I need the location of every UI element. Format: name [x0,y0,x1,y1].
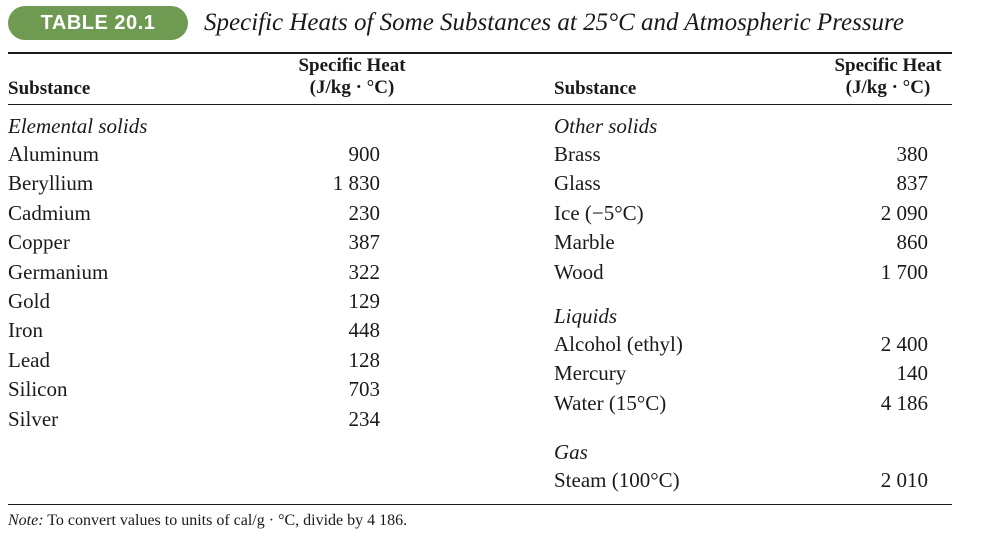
table-row: Beryllium 1 830 [8,169,398,198]
specific-heat-value: 1 700 [880,259,928,284]
substance-group: Elemental solids Aluminum 900 Beryllium 1 83… [8,112,398,434]
substance-name: Lead [8,347,50,372]
specific-heat-value: 900 [348,142,381,166]
table-row: Alcohol (ethyl) 2 400 [554,330,954,359]
substance-name: Water (15°C) [554,390,667,415]
substance-name: Glass [554,171,601,196]
table-row: Brass 380 [554,140,954,169]
substance-name: Alcohol (ethyl) [554,332,683,356]
substance-name: Cadmium [8,200,91,225]
substance-name: Aluminum [8,142,100,166]
specific-heat-value: 387 [348,230,381,255]
table-row: Copper 387 [8,228,398,257]
table-row: Cadmium 230 [8,199,398,228]
specific-heat-value: 322 [348,259,381,284]
specific-heat-value: 380 [896,142,929,166]
table-row: Ice (−5°C) 2 090 [554,199,954,228]
specific-heat-value: 140 [896,361,929,386]
bottom-rule [8,504,952,505]
substance-name: Germanium [8,259,109,284]
substance-name: Marble [554,230,615,255]
note-label: Note: [8,512,44,529]
specific-heat-header-line2: (J/kg · °C) [845,77,931,98]
table-label: TABLE 20.1 [40,11,156,34]
substance-name: Wood [554,259,604,284]
table-row: Mercury 140 [554,359,954,388]
group-label: Other solids [554,114,658,138]
substance-header: Substance [554,78,637,99]
specific-heat-header: Specific Heat (J/kg · °C) [812,55,964,99]
substance-group: Other solids Brass 380 Glass 837 Ice (−5°C) 2 … [554,112,954,287]
specific-heat-value: 128 [348,347,381,372]
substance-name: Mercury [554,361,627,386]
table-title: Specific Heats of Some Substances at 25°… [204,9,904,36]
table-row: Gold 129 [8,287,398,316]
table-note: Note: To convert values to units of cal/… [8,512,407,530]
specific-heat-value: 2 010 [880,468,928,492]
table-row: Wood 1 700 [554,258,954,287]
substance-name: Brass [554,142,601,166]
table-row: Lead 128 [8,346,398,375]
table-row: Marble 860 [554,228,954,257]
specific-heat-value: 837 [896,171,929,196]
table-row: Water (15°C) 4 186 [554,389,954,418]
substance-header: Substance [8,78,91,99]
header-rule [8,104,952,105]
specific-heat-header-line1: Specific Heat [298,55,406,76]
specific-heat-value: 1 830 [332,171,380,196]
specific-heat-header: Specific Heat (J/kg · °C) [276,55,428,99]
substance-name: Silver [8,406,59,431]
table-row: Silicon 703 [8,375,398,404]
specific-heat-value: 448 [348,318,381,343]
table-row: Silver 234 [8,405,398,434]
specific-heat-value: 234 [348,406,381,431]
top-rule [8,52,952,54]
specific-heat-value: 129 [348,288,381,313]
substance-name: Steam (100°C) [554,468,680,492]
specific-heat-value: 4 186 [880,390,928,415]
table-label-badge: TABLE 20.1 [8,6,188,40]
substance-name: Iron [8,318,43,343]
specific-heat-header-line2: (J/kg · °C) [309,77,395,98]
substance-name: Ice (−5°C) [554,200,644,225]
substance-name: Silicon [8,377,68,402]
group-label: Liquids [554,304,618,328]
specific-heat-value: 860 [896,230,929,255]
specific-heat-value: 2 400 [880,332,928,356]
table-row: Germanium 322 [8,258,398,287]
substance-group: Gas Steam (100°C) 2 010 [554,438,954,495]
specific-heat-header-line1: Specific Heat [834,55,942,76]
table-row: Aluminum 900 [8,140,398,169]
note-text: To convert values to units of cal/g · °C… [43,512,408,529]
specific-heat-value: 230 [348,200,381,225]
substance-name: Gold [8,288,50,313]
substance-name: Copper [8,230,70,255]
specific-heat-value: 2 090 [880,200,928,225]
substance-name: Beryllium [8,171,94,196]
group-label: Elemental solids [8,114,148,138]
table-row: Glass 837 [554,169,954,198]
table-row: Steam (100°C) 2 010 [554,466,954,495]
substance-group: Liquids Alcohol (ethyl) 2 400 Mercury 140 Wat… [554,302,954,418]
group-label: Gas [554,440,588,464]
specific-heat-value: 703 [348,377,381,402]
table-row: Iron 448 [8,316,398,345]
